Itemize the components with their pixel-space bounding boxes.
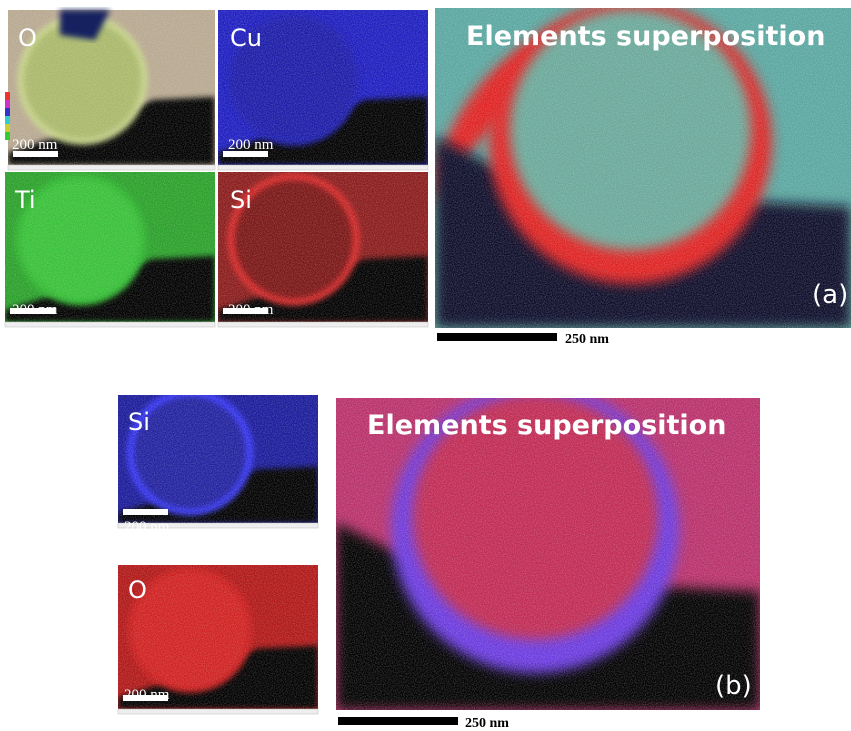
element-label: Si: [128, 408, 150, 436]
scale-label: 200 nm: [12, 137, 58, 153]
scale-label: 250 nm: [465, 716, 509, 731]
info-strip: [218, 165, 428, 170]
colorbar: [5, 116, 10, 124]
scale-bar: [437, 333, 557, 341]
info-strip: [118, 709, 318, 714]
overlay-title: Elements superposition: [367, 410, 726, 441]
scale-label: 200 nm: [228, 137, 274, 153]
grain: [5, 172, 215, 322]
info-strip: [218, 322, 428, 327]
grain: [435, 8, 851, 328]
scale-label: 200 nm: [228, 302, 274, 318]
images: [5, 1, 851, 714]
overlay-title: Elements superposition: [466, 21, 825, 52]
element-map: [5, 172, 215, 322]
colorbar: [5, 92, 10, 100]
page: O 200 nm Cu 200 nm Ti 200 nm Si 200 nm E…: [0, 0, 851, 731]
info-strip: [5, 322, 215, 327]
element-label: Cu: [230, 24, 262, 52]
figure: O 200 nm Cu 200 nm Ti 200 nm Si 200 nm E…: [0, 0, 851, 731]
colorbar: [5, 124, 10, 132]
grain: [336, 398, 760, 710]
info-strip: [8, 165, 215, 170]
scale-bar: [338, 717, 458, 725]
scale-label: 200 nm: [12, 302, 58, 318]
scale-bar: [123, 509, 168, 515]
scale-label: 250 nm: [565, 332, 609, 347]
colorbar: [5, 100, 10, 108]
panel-label: (b): [715, 671, 752, 701]
panel-label: (a): [812, 280, 848, 310]
element-label: O: [18, 24, 37, 52]
element-label: Ti: [14, 186, 36, 214]
colorbar: [5, 132, 10, 140]
scale-label: 200 nm: [124, 519, 170, 535]
element-label: O: [128, 576, 147, 604]
scale-label: 200 nm: [124, 687, 170, 703]
element-label: Si: [230, 186, 252, 214]
colorbar: [5, 108, 10, 116]
